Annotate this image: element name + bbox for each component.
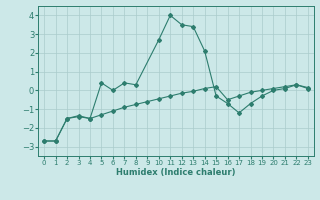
- X-axis label: Humidex (Indice chaleur): Humidex (Indice chaleur): [116, 168, 236, 177]
